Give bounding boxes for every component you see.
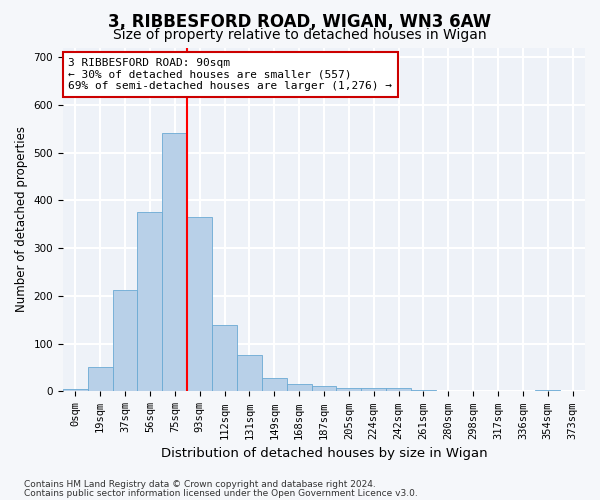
Bar xyxy=(88,367,113,392)
Bar xyxy=(262,378,287,392)
Bar xyxy=(163,133,187,392)
Text: Contains HM Land Registry data © Crown copyright and database right 2024.: Contains HM Land Registry data © Crown c… xyxy=(24,480,376,489)
Text: Size of property relative to detached houses in Wigan: Size of property relative to detached ho… xyxy=(113,28,487,42)
Bar xyxy=(113,290,137,392)
Bar xyxy=(137,212,163,392)
Bar xyxy=(337,388,361,392)
Bar xyxy=(411,390,436,392)
Text: Contains public sector information licensed under the Open Government Licence v3: Contains public sector information licen… xyxy=(24,489,418,498)
Bar xyxy=(63,389,88,392)
Bar xyxy=(311,386,337,392)
Y-axis label: Number of detached properties: Number of detached properties xyxy=(15,126,28,312)
Text: 3 RIBBESFORD ROAD: 90sqm
← 30% of detached houses are smaller (557)
69% of semi-: 3 RIBBESFORD ROAD: 90sqm ← 30% of detach… xyxy=(68,58,392,91)
Bar xyxy=(237,355,262,392)
Bar xyxy=(386,388,411,392)
Bar xyxy=(212,324,237,392)
Bar xyxy=(535,390,560,392)
Text: 3, RIBBESFORD ROAD, WIGAN, WN3 6AW: 3, RIBBESFORD ROAD, WIGAN, WN3 6AW xyxy=(109,12,491,30)
X-axis label: Distribution of detached houses by size in Wigan: Distribution of detached houses by size … xyxy=(161,447,487,460)
Bar xyxy=(187,217,212,392)
Bar xyxy=(287,384,311,392)
Bar xyxy=(361,388,386,392)
